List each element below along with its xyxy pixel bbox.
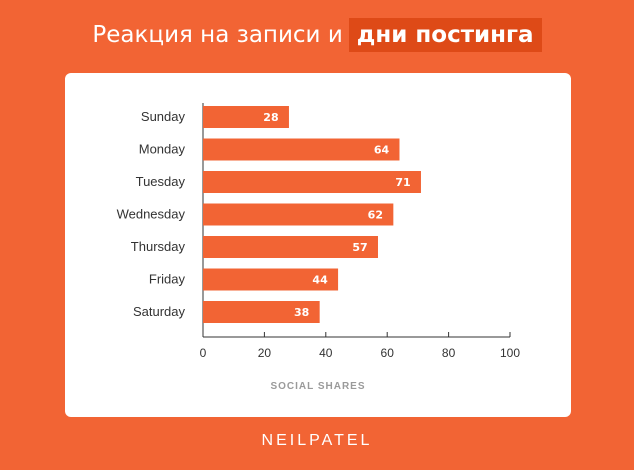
title-highlight: дни постинга <box>348 18 542 52</box>
bar-monday <box>203 138 400 161</box>
value-label-tuesday: 71 <box>395 176 410 189</box>
page-title: Реакция на записи и дни постинга <box>0 16 634 54</box>
category-label-sunday: Sunday <box>141 109 186 124</box>
value-label-sunday: 28 <box>263 111 278 124</box>
bar-thursday <box>203 236 378 258</box>
value-label-thursday: 57 <box>352 241 367 254</box>
category-label-tuesday: Tuesday <box>136 174 186 189</box>
x-tick-label-0: 0 <box>200 346 207 360</box>
value-label-monday: 64 <box>374 144 390 157</box>
category-label-wednesday: Wednesday <box>117 207 186 222</box>
bar-chart: Sunday 28 Monday 64 Tuesday 71 Wednesday 62 Thur… <box>117 103 520 360</box>
value-label-wednesday: 62 <box>368 209 383 222</box>
bar-friday <box>203 268 339 291</box>
title-plain: Реакция на записи и <box>92 22 343 48</box>
bar-wednesday <box>203 203 394 226</box>
x-tick-label-20: 20 <box>258 346 272 360</box>
value-label-friday: 44 <box>312 274 328 287</box>
category-label-thursday: Thursday <box>131 239 186 254</box>
bar-saturday <box>203 301 320 323</box>
value-label-saturday: 38 <box>294 306 309 319</box>
chart-card: Sunday 28 Monday 64 Tuesday 71 Wednesday 62 Thur… <box>65 73 571 417</box>
x-tick-label-40: 40 <box>319 346 333 360</box>
category-label-saturday: Saturday <box>133 304 186 319</box>
x-axis-title: SOCIAL SHARES <box>270 381 366 392</box>
brand-logo: NEILPATEL <box>261 432 373 449</box>
category-label-friday: Friday <box>149 272 186 287</box>
bar-tuesday <box>203 171 421 193</box>
x-tick-label-60: 60 <box>381 346 395 360</box>
x-tick-label-80: 80 <box>442 346 456 360</box>
x-tick-label-100: 100 <box>500 346 520 360</box>
bar-sunday <box>203 106 289 128</box>
category-label-monday: Monday <box>139 142 186 157</box>
